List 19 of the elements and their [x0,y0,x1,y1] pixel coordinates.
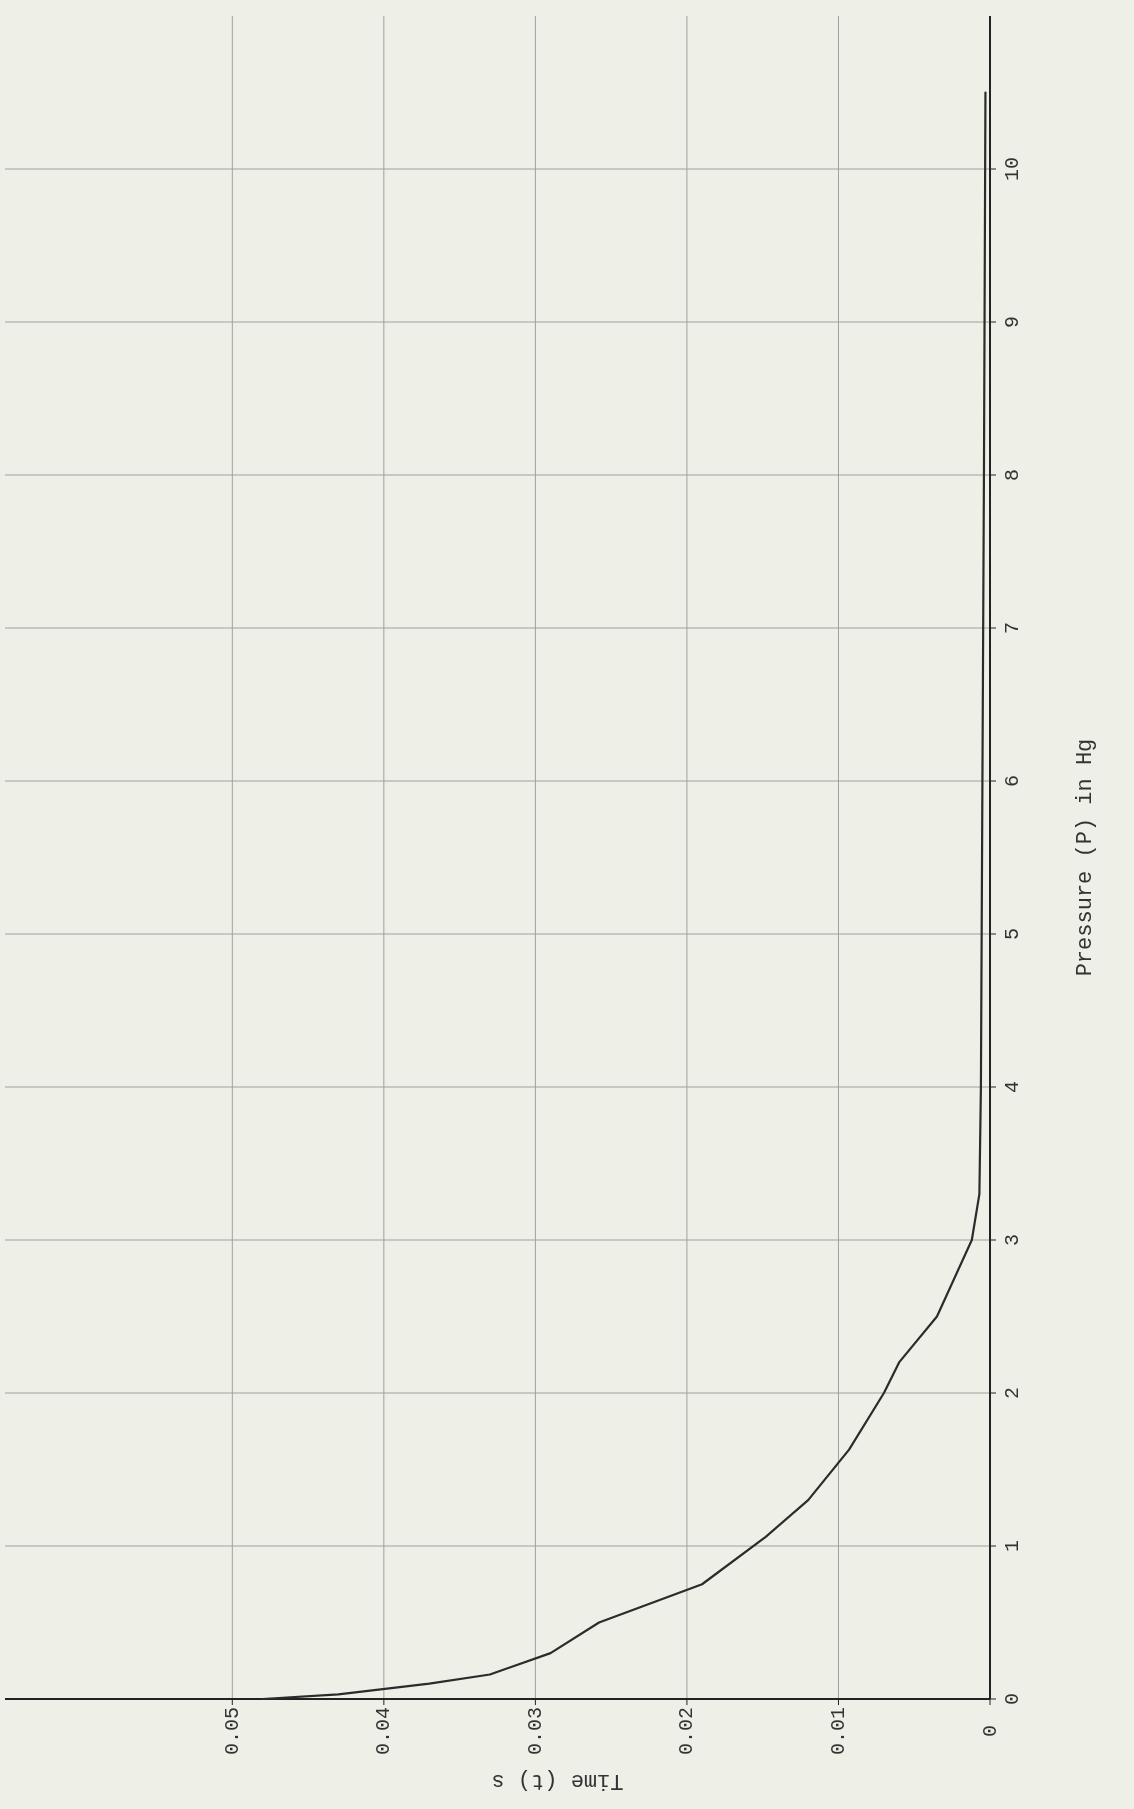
y-tick-label: 2 [1000,1386,1024,1400]
x-tick-label: 0.04 [372,1706,396,1756]
y-tick-label: 3 [1000,1233,1024,1247]
y-tick-label: 7 [1000,621,1024,635]
y-tick-label: 4 [1000,1080,1024,1094]
y-tick-label: 9 [1000,315,1024,329]
y-tick-label: 0 [1000,1692,1024,1706]
x-tick-label: 0.01 [826,1706,850,1756]
y-tick-label: 1 [1000,1539,1024,1553]
x-tick-label: 0 [978,1724,1002,1738]
x-axis-title: Time (t) s [491,1767,624,1793]
y-tick-label: 6 [1000,774,1024,788]
x-tick-label: 0.05 [220,1706,244,1756]
y-tick-label: 8 [1000,468,1024,482]
x-tick-label: 0.02 [675,1706,699,1756]
y-axis-title: Pressure (P) in Hg [1072,738,1098,977]
y-tick-label: 5 [1000,927,1024,941]
y-tick-label: 10 [1000,156,1024,182]
x-tick-label: 0.03 [523,1706,547,1756]
